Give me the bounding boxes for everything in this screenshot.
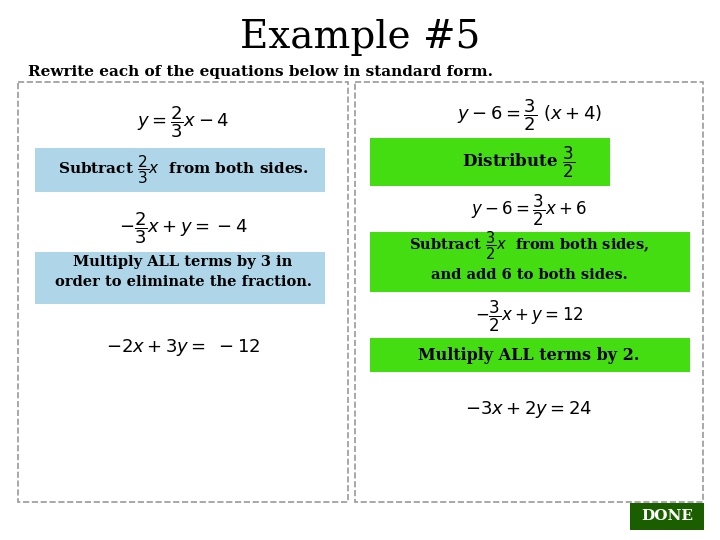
Bar xyxy=(35,252,325,304)
Text: $-\dfrac{2}{3}x + y = -4$: $-\dfrac{2}{3}x + y = -4$ xyxy=(119,210,248,246)
Text: Rewrite each of the equations below in standard form.: Rewrite each of the equations below in s… xyxy=(28,65,493,79)
Bar xyxy=(355,82,703,502)
Text: $y - 6 = \dfrac{3}{2}\ (x + 4)$: $y - 6 = \dfrac{3}{2}\ (x + 4)$ xyxy=(456,97,601,133)
Bar xyxy=(35,148,325,192)
Text: DONE: DONE xyxy=(641,510,693,523)
Text: Subtract $\dfrac{2}{3}x$  from both sides.: Subtract $\dfrac{2}{3}x$ from both sides… xyxy=(58,153,308,186)
Text: Multiply ALL terms by 3 in
order to eliminate the fraction.: Multiply ALL terms by 3 in order to elim… xyxy=(55,255,312,289)
Bar xyxy=(370,338,690,372)
Text: Example #5: Example #5 xyxy=(240,19,480,57)
Text: $-\dfrac{3}{2}x + y = 12$: $-\dfrac{3}{2}x + y = 12$ xyxy=(474,299,583,334)
Bar xyxy=(18,82,348,502)
Bar xyxy=(370,138,610,186)
Text: $-3x + 2y = 24$: $-3x + 2y = 24$ xyxy=(465,400,593,421)
Text: Subtract $\dfrac{3}{2}x$  from both sides,
and add 6 to both sides.: Subtract $\dfrac{3}{2}x$ from both sides… xyxy=(409,230,649,282)
Text: Multiply ALL terms by 2.: Multiply ALL terms by 2. xyxy=(418,347,639,363)
Text: Distribute $\dfrac{3}{2}$: Distribute $\dfrac{3}{2}$ xyxy=(462,144,575,180)
Text: $-2x + 3y =\ -12$: $-2x + 3y =\ -12$ xyxy=(106,338,261,359)
Text: $y - 6 = \dfrac{3}{2}x + 6$: $y - 6 = \dfrac{3}{2}x + 6$ xyxy=(471,192,587,227)
Bar xyxy=(370,232,690,292)
Text: $y = \dfrac{2}{3}x - 4$: $y = \dfrac{2}{3}x - 4$ xyxy=(137,104,229,140)
Bar xyxy=(630,503,704,530)
